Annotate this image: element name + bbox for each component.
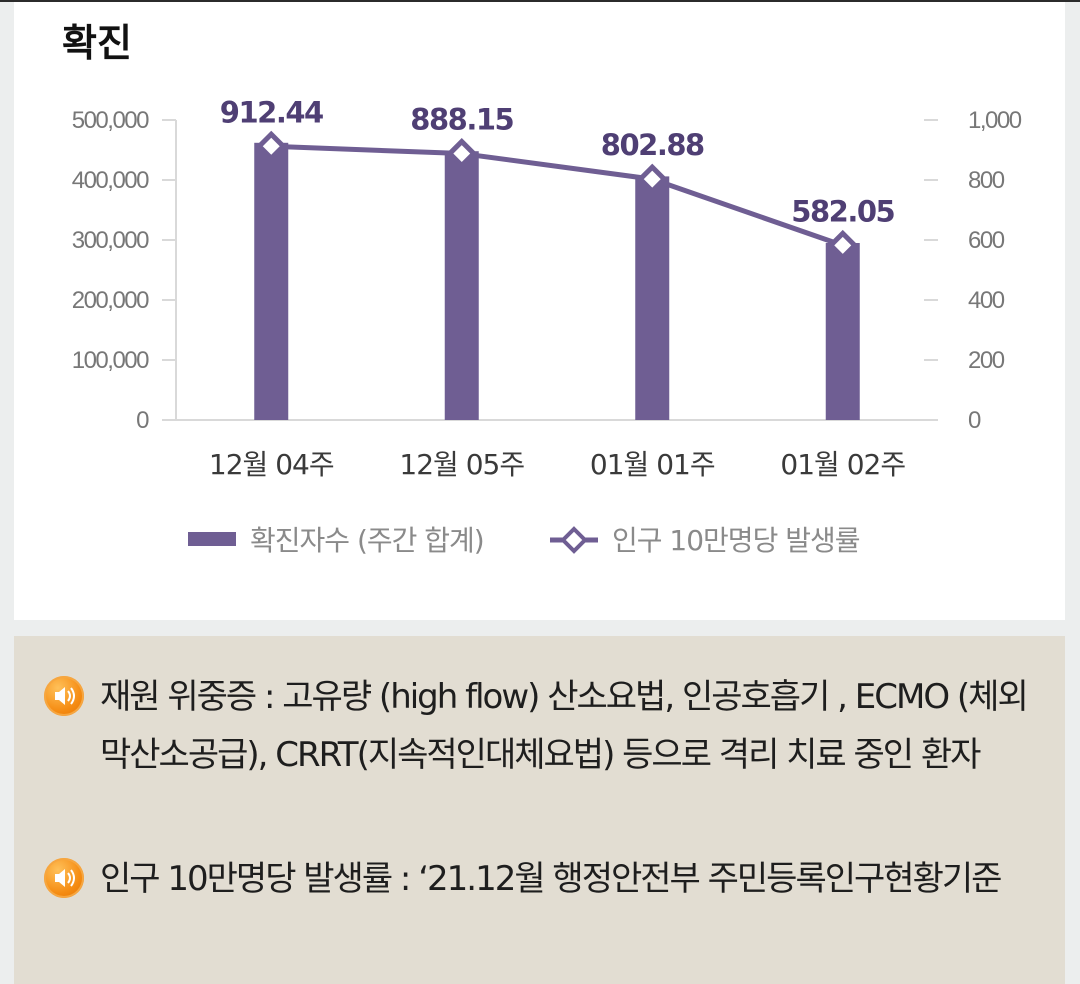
data-label: 802.88 bbox=[601, 128, 704, 162]
x-category-label: 12월 05주 bbox=[399, 448, 524, 481]
legend-bar-label: 확진자수 (주간 합계) bbox=[250, 524, 484, 557]
combo-chart: 0 100,000 200,000 300,000 400,000 500,000 0 200… bbox=[72, 95, 1023, 557]
rate-marker bbox=[636, 163, 668, 195]
note-text: 재원 위중증 : 고유량 (high flow) 산소요법, 인공호흡기 , E… bbox=[100, 677, 1029, 775]
top-border bbox=[0, 0, 1080, 2]
data-label: 888.15 bbox=[410, 103, 513, 137]
chart-card: 확진 0 100,000 200,000 300,000 400,000 500,000 0… bbox=[14, 2, 1065, 620]
y-right-tick-label: 400 bbox=[968, 287, 1005, 314]
legend-bar-swatch bbox=[188, 532, 236, 546]
bar bbox=[254, 142, 289, 421]
x-category-label: 12월 04주 bbox=[209, 448, 334, 481]
y-right-tick-label: 600 bbox=[968, 227, 1005, 254]
legend-diamond-icon bbox=[560, 526, 588, 554]
speaker-icon bbox=[44, 676, 84, 716]
speaker-icon bbox=[44, 858, 84, 898]
notes-panel: 재원 위중증 : 고유량 (high flow) 산소요법, 인공호흡기 , E… bbox=[14, 636, 1065, 984]
data-label: 582.05 bbox=[791, 194, 894, 228]
y-left-tick-label: 200,000 bbox=[72, 287, 149, 314]
y-left-tick-label: 500,000 bbox=[72, 107, 149, 134]
y-right-tick-label: 1,000 bbox=[968, 107, 1022, 134]
y-left-tick-label: 100,000 bbox=[72, 347, 149, 374]
y-left-tick-label: 0 bbox=[136, 407, 149, 434]
y-right-tick-label: 800 bbox=[968, 167, 1005, 194]
rate-marker bbox=[446, 138, 478, 170]
y-right-tick-label: 200 bbox=[968, 347, 1005, 374]
bar bbox=[444, 151, 479, 420]
y-left-tick-label: 400,000 bbox=[72, 167, 149, 194]
x-category-label: 01월 02주 bbox=[780, 448, 905, 481]
rate-marker bbox=[255, 130, 287, 162]
bar bbox=[825, 243, 860, 420]
rate-line bbox=[271, 143, 844, 248]
chart-title: 확진 bbox=[62, 21, 132, 65]
x-category-label: 01월 01주 bbox=[590, 448, 715, 481]
data-label: 912.44 bbox=[220, 95, 323, 129]
bar bbox=[635, 176, 670, 420]
y-left-tick-label: 300,000 bbox=[72, 227, 149, 254]
note-text: 인구 10만명당 발생률 : ‘21.12월 행정안전부 주민등록인구현황기준 bbox=[100, 859, 1002, 899]
legend-line-label: 인구 10만명당 발생률 bbox=[612, 524, 860, 557]
rate-marker bbox=[827, 229, 859, 261]
y-right-tick-label: 0 bbox=[968, 407, 981, 434]
